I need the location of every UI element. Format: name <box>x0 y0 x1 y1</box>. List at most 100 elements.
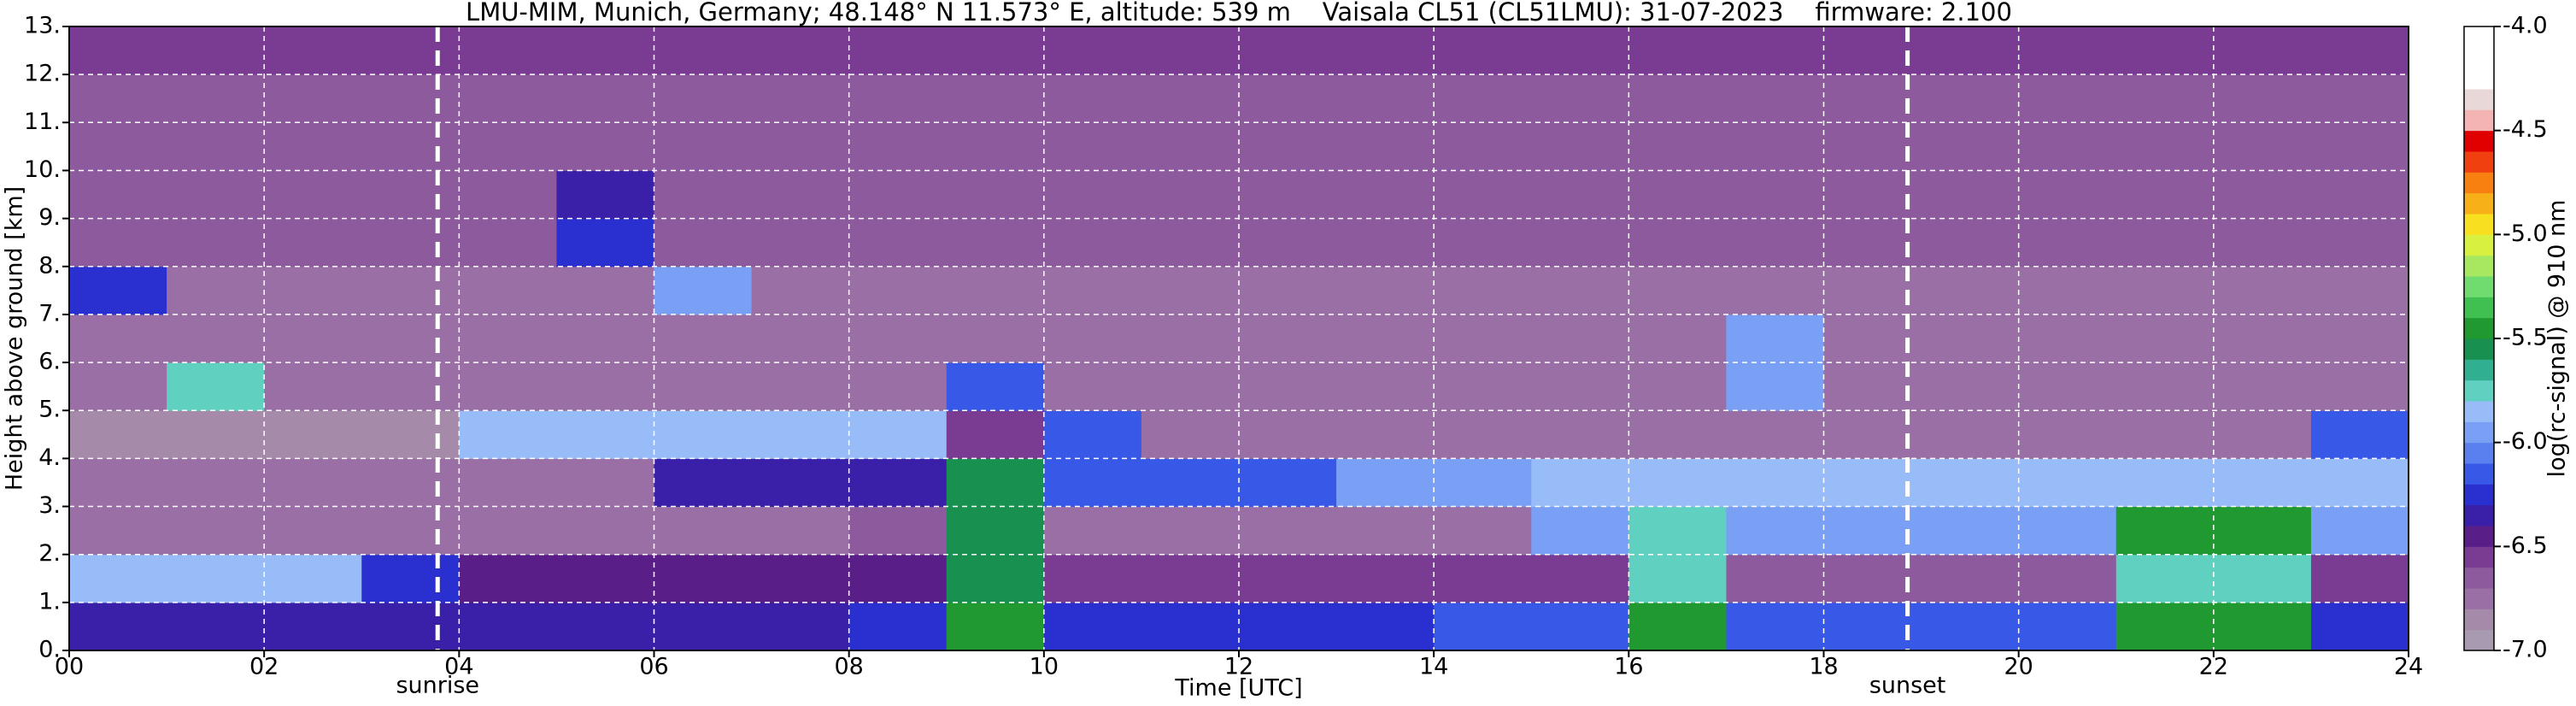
heatmap-cell <box>167 602 265 651</box>
heatmap-cell <box>1239 122 1337 171</box>
heatmap-cell <box>946 554 1045 603</box>
y-tick-label: 13. <box>24 13 61 39</box>
heatmap-cell <box>1434 26 1532 75</box>
heatmap-cell <box>848 458 948 508</box>
heatmap-cell <box>1141 122 1240 171</box>
heatmap-cell <box>459 458 557 508</box>
heatmap-cell <box>167 218 265 268</box>
heatmap-cell <box>946 122 1045 171</box>
colorbar-bin <box>2464 484 2494 506</box>
y-tick-label: 7. <box>38 300 61 327</box>
heatmap-cell <box>1726 554 1824 603</box>
heatmap-cell <box>1336 74 1435 123</box>
heatmap-cell <box>946 218 1045 268</box>
heatmap-cell <box>2310 74 2409 123</box>
heatmap-cell <box>751 602 850 651</box>
heatmap-cell <box>751 554 850 603</box>
heatmap-cell <box>1043 122 1142 171</box>
heatmap-cell <box>2310 170 2409 220</box>
heatmap-cell <box>1531 362 1629 411</box>
heatmap-cell <box>751 122 850 171</box>
x-tick-label: 06 <box>639 654 668 680</box>
heatmap-cell <box>167 506 265 556</box>
heatmap-cell <box>751 26 850 75</box>
colorbar-bin <box>2464 130 2494 152</box>
annotation-label: sunset <box>1869 673 1946 699</box>
heatmap-cell <box>1726 314 1824 363</box>
heatmap-cell <box>2115 26 2215 75</box>
heatmap-cell <box>1531 458 1629 508</box>
heatmap-cell <box>1336 554 1435 603</box>
heatmap-cell <box>1239 602 1337 651</box>
heatmap-cell <box>556 74 654 123</box>
heatmap-cell <box>69 602 167 651</box>
heatmap-cell <box>1823 602 1922 651</box>
heatmap-cell <box>2310 410 2409 459</box>
heatmap-cell <box>2115 410 2215 459</box>
colorbar-bin <box>2464 442 2494 464</box>
heatmap-cell <box>264 362 362 411</box>
heatmap-cell <box>848 26 948 75</box>
heatmap-cell <box>1531 506 1629 556</box>
heatmap-cell <box>848 602 948 651</box>
heatmap-cell <box>167 170 265 220</box>
heatmap-cell <box>1726 218 1824 268</box>
heatmap-cell <box>1726 74 1824 123</box>
heatmap-cell <box>1141 170 1240 220</box>
heatmap-cell <box>264 26 362 75</box>
heatmap-cell <box>459 266 557 315</box>
heatmap-cell <box>1141 74 1240 123</box>
heatmap-cell <box>1434 74 1532 123</box>
heatmap-cell <box>1921 554 2020 603</box>
y-tick-label: 8. <box>38 252 61 279</box>
heatmap-cell <box>1141 410 1240 459</box>
heatmap-cell <box>2213 74 2312 123</box>
heatmap-cell <box>1531 218 1629 268</box>
heatmap-cell <box>1434 266 1532 315</box>
heatmap-cell <box>1823 170 1922 220</box>
heatmap-cell <box>654 314 753 363</box>
heatmap-cell <box>2213 170 2312 220</box>
heatmap-cell <box>361 314 460 363</box>
heatmap-cell <box>1921 266 2020 315</box>
heatmap-cell <box>1141 554 1240 603</box>
heatmap-cell <box>2213 602 2312 651</box>
heatmap-cell <box>1531 122 1629 171</box>
heatmap-cell <box>946 458 1045 508</box>
heatmap-cell <box>1726 170 1824 220</box>
heatmap-cell <box>2115 74 2215 123</box>
heatmap-cell <box>556 122 654 171</box>
heatmap-cell <box>69 122 167 171</box>
heatmap-cell <box>2310 314 2409 363</box>
heatmap-cell <box>167 74 265 123</box>
heatmap-cell <box>1043 266 1142 315</box>
heatmap-cell <box>1043 602 1142 651</box>
heatmap-cell <box>459 602 557 651</box>
heatmap-cell <box>264 554 362 603</box>
heatmap-cell <box>2213 362 2312 411</box>
heatmap-cell <box>1531 266 1629 315</box>
heatmap-cell <box>1239 314 1337 363</box>
heatmap-cell <box>2115 362 2215 411</box>
heatmap-cell <box>946 170 1045 220</box>
heatmap-cell <box>848 410 948 459</box>
heatmap-cell <box>654 554 753 603</box>
heatmap-cell <box>1531 410 1629 459</box>
heatmap-cell <box>1921 26 2020 75</box>
heatmap-cell <box>1336 170 1435 220</box>
heatmap-cell <box>459 506 557 556</box>
heatmap-cell <box>1921 602 2020 651</box>
heatmap-cell <box>2018 218 2117 268</box>
colorbar-bin <box>2464 526 2494 547</box>
heatmap-cell <box>848 170 948 220</box>
heatmap-cell <box>654 602 753 651</box>
heatmap-cell <box>2115 218 2215 268</box>
heatmap-cell <box>848 314 948 363</box>
heatmap-cell <box>2310 602 2409 651</box>
x-tick-label: 00 <box>55 654 84 680</box>
heatmap-cell <box>2115 506 2215 556</box>
heatmap-cell <box>1726 362 1824 411</box>
heatmap-cell <box>361 74 460 123</box>
heatmap-cell <box>556 26 654 75</box>
